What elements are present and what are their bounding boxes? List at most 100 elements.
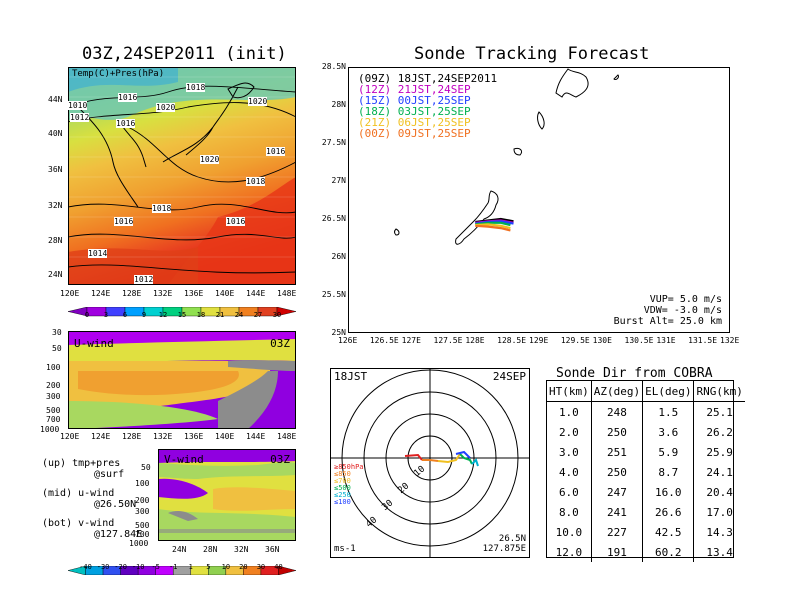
lat-tick: 28.5N xyxy=(321,62,346,71)
table-row: 6.0 247 16.0 20.4 xyxy=(547,482,745,502)
isobar-label: 1018 xyxy=(246,177,266,186)
p-tick: 300 xyxy=(135,507,150,516)
wind-colorbar-ticks: -40 -30 -20 -10 -5 -1 1 5 10 20 30 40 xyxy=(68,563,296,573)
wind-colorbar-svg xyxy=(67,565,297,576)
lon-tick: 129E xyxy=(529,336,549,345)
colorbar-tick: 18 xyxy=(196,311,206,319)
table-cell: 10.0 xyxy=(555,525,583,539)
lon-tick: 126.5E xyxy=(369,336,399,345)
table-cell: 3.6 xyxy=(642,422,694,442)
polar-panel: 10 20 30 40 18JST 24SEP ≥850hPa ≤850 ≤700 ≤… xyxy=(330,368,530,558)
lat-tick: 40N xyxy=(48,129,63,138)
isobar-label: 1020 xyxy=(156,103,176,112)
height-legend-item: ≤250 xyxy=(334,491,351,499)
lat-tick: 24N xyxy=(172,545,187,554)
p-tick: 1000 xyxy=(129,539,149,548)
lon-tick: 144E xyxy=(246,432,266,441)
note-mid-sub: @26.50N xyxy=(94,499,137,510)
isobar-label: 1010 xyxy=(68,101,88,110)
lon-tick: 120E xyxy=(60,289,80,298)
table-cell: 6.0 xyxy=(558,485,579,499)
table-cell: 1.5 xyxy=(642,401,694,422)
colorbar-tick: -30 xyxy=(96,563,110,571)
table-column-header: RNG(km) xyxy=(693,381,745,402)
lat-tick: 28N xyxy=(48,236,63,245)
lon-tick: 148E xyxy=(277,289,297,298)
coastline xyxy=(77,86,239,208)
sonde-dir-table-box: HT(km) AZ(deg) EL(deg) RNG(km) 1.0 248 1.5 25.… xyxy=(546,380,745,562)
isobar-label: 1018 xyxy=(186,83,206,92)
lon-tick: 136E xyxy=(184,289,204,298)
wind-colorbar xyxy=(67,560,297,576)
table-cell: 42.5 xyxy=(642,522,694,542)
lon-tick: 124E xyxy=(91,432,111,441)
track-legend-item: (21Z) 06JST,25SEP xyxy=(358,116,471,129)
lat-tick: 36N xyxy=(265,545,280,554)
colorbar-tick: 24 xyxy=(234,311,244,319)
p-tick: 100 xyxy=(46,363,61,372)
colorbar-tick: 15 xyxy=(177,311,187,319)
table-cell: 248 xyxy=(590,401,643,422)
lon-tick: 132E xyxy=(720,336,740,345)
lon-tick: 127.5E xyxy=(433,336,463,345)
temperature-colorbar-svg xyxy=(67,306,297,317)
table-cell: 26.6 xyxy=(642,502,694,522)
track-legend-item: (09Z) 18JST,24SEP2011 xyxy=(358,72,498,85)
note-up-sub: @surf xyxy=(94,469,125,480)
colorbar-tick: 6 xyxy=(122,311,128,319)
height-legend-item: ≤700 xyxy=(334,477,351,485)
polar-time-left: 18JST xyxy=(334,370,368,383)
lat-tick: 27.5N xyxy=(321,138,346,147)
p-tick: 700 xyxy=(135,530,150,539)
track-lat-ticks: 28.5N 28N 27.5N 27N 26.5N 26N 25.5N 25N xyxy=(312,60,348,340)
track-legend-item: (18Z) 03JST,25SEP xyxy=(358,105,471,118)
colorbar-tick: 30 xyxy=(272,311,282,319)
lon-tick: 128E xyxy=(122,432,142,441)
polar-unit: ms-1 xyxy=(334,544,356,554)
colorbar-tick: 21 xyxy=(215,311,225,319)
table-cell: 4.0 xyxy=(558,465,579,479)
lon-tick: 132E xyxy=(153,432,173,441)
lon-tick: 140E xyxy=(215,432,235,441)
isobar-label: 1016 xyxy=(226,217,246,226)
lon-tick: 144E xyxy=(246,289,266,298)
lon-tick: 130.5E xyxy=(624,336,654,345)
table-row: 2.0 250 3.6 26.2 xyxy=(547,422,745,442)
colorbar-tick: 30 xyxy=(256,563,266,571)
table-cell: 250 xyxy=(590,462,643,482)
colorbar-tick: 10 xyxy=(221,563,231,571)
lon-tick: 128E xyxy=(122,289,142,298)
colorbar-tick: 1 xyxy=(188,563,193,571)
lon-tick: 130E xyxy=(592,336,612,345)
table-cell: 241 xyxy=(590,502,643,522)
height-legend: ≥850hPa ≤850 ≤700 ≤500 ≤250 ≤100 xyxy=(334,464,364,506)
table-cell: 13.4 xyxy=(693,542,745,562)
table-column-header: AZ(deg) xyxy=(590,381,643,402)
colorbar-tick: -10 xyxy=(131,563,145,571)
isobar-label: 1016 xyxy=(114,217,134,226)
colorbar-tick: -5 xyxy=(151,563,160,571)
table-cell: 2.0 xyxy=(558,425,579,439)
p-tick: 30 xyxy=(52,328,62,337)
colorbar-tick: -20 xyxy=(114,563,127,571)
track-params: VUP= 5.0 m/s VDW= -3.0 m/s Burst Alt= 25… xyxy=(614,294,722,327)
lon-tick: 128E xyxy=(465,336,485,345)
u-wind-panel: U-wind 03Z xyxy=(68,331,296,429)
polar-svg: 10 20 30 40 xyxy=(330,368,530,558)
table-row: 8.0 241 26.6 17.0 xyxy=(547,502,745,522)
colorbar-segment xyxy=(276,306,297,317)
table-header-row: HT(km) AZ(deg) EL(deg) RNG(km) xyxy=(547,381,745,402)
lon-tick: 136E xyxy=(184,432,204,441)
lon-tick: 131E xyxy=(656,336,676,345)
track-lines xyxy=(475,217,514,232)
isobar-label: 1012 xyxy=(134,275,154,284)
table-cell: 26.2 xyxy=(693,422,745,442)
colorbar-tick: 0 xyxy=(84,311,90,319)
colorbar-tick: 40 xyxy=(274,563,283,571)
colorbar-segment xyxy=(278,565,297,576)
p-tick: 50 xyxy=(52,344,62,353)
panel-notes: (up) tmp+pres @surf (mid) u-wind @26.50N… xyxy=(42,458,162,540)
v-wind-time: 03Z xyxy=(270,453,290,466)
track-map-panel: (09Z) 18JST,24SEP2011 (12Z) 21JST,24SEP (1… xyxy=(348,67,730,333)
u-wind-label: U-wind xyxy=(74,337,114,350)
